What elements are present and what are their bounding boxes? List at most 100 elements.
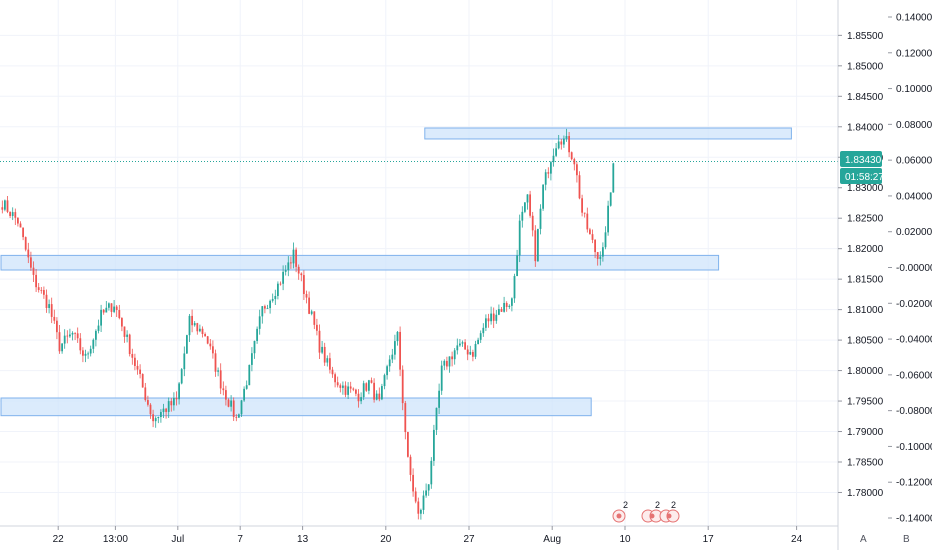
- event-icon[interactable]: 2: [612, 500, 628, 523]
- candle[interactable]: [126, 330, 128, 343]
- support-zone-upper[interactable]: [0, 254, 720, 271]
- candle[interactable]: [37, 282, 40, 293]
- secondary-axis[interactable]: 0.14000 0.12000 0.10000 0.08000 0.06000 0.040…: [888, 13, 932, 525]
- candle[interactable]: [74, 332, 76, 341]
- candle[interactable]: [352, 387, 355, 392]
- candle[interactable]: [401, 365, 404, 411]
- candle[interactable]: [357, 389, 360, 408]
- candle[interactable]: [378, 387, 381, 402]
- candle[interactable]: [191, 309, 193, 333]
- candle[interactable]: [482, 323, 485, 337]
- candle[interactable]: [32, 261, 35, 282]
- candle[interactable]: [162, 403, 165, 418]
- candle[interactable]: [139, 364, 141, 379]
- candle[interactable]: [534, 225, 537, 267]
- candle[interactable]: [334, 372, 336, 388]
- candle[interactable]: [381, 383, 383, 401]
- candle[interactable]: [121, 317, 123, 332]
- price-axis[interactable]: 1.855001.850001.845001.840001.835001.830…: [838, 31, 884, 499]
- candle[interactable]: [152, 409, 154, 428]
- candle[interactable]: [555, 143, 557, 157]
- candle[interactable]: [264, 304, 266, 314]
- candle[interactable]: [599, 251, 602, 266]
- candle[interactable]: [609, 192, 612, 207]
- candle[interactable]: [287, 256, 290, 277]
- candle[interactable]: [303, 270, 305, 300]
- candle[interactable]: [526, 194, 529, 210]
- candle[interactable]: [430, 457, 433, 489]
- candle[interactable]: [274, 289, 277, 306]
- candle[interactable]: [71, 331, 74, 341]
- candle[interactable]: [490, 306, 492, 325]
- candle[interactable]: [269, 299, 271, 314]
- candle[interactable]: [24, 236, 27, 252]
- candle[interactable]: [451, 351, 453, 367]
- candle[interactable]: [425, 483, 427, 498]
- candle[interactable]: [56, 317, 58, 340]
- candle[interactable]: [4, 199, 6, 212]
- candle[interactable]: [147, 395, 149, 407]
- candle[interactable]: [529, 190, 531, 218]
- candle[interactable]: [225, 385, 227, 406]
- candle[interactable]: [516, 249, 518, 277]
- candle[interactable]: [448, 356, 451, 373]
- candle[interactable]: [222, 381, 225, 396]
- candle[interactable]: [438, 383, 440, 415]
- candle[interactable]: [22, 227, 24, 241]
- candle[interactable]: [511, 297, 513, 312]
- candle[interactable]: [477, 337, 479, 345]
- candle[interactable]: [277, 281, 279, 300]
- candle[interactable]: [76, 327, 79, 343]
- candle[interactable]: [253, 340, 256, 359]
- time-axis[interactable]: 22 13:00 Jul 7 13 20 27 Aug 10 17 24: [53, 526, 803, 545]
- candle[interactable]: [123, 326, 126, 343]
- candle[interactable]: [183, 346, 186, 377]
- candle[interactable]: [355, 388, 357, 397]
- candle[interactable]: [6, 195, 9, 214]
- candle[interactable]: [209, 338, 212, 350]
- candle[interactable]: [243, 386, 245, 402]
- candle[interactable]: [84, 349, 87, 363]
- candle[interactable]: [565, 128, 568, 142]
- event-icons[interactable]: 2 2 2: [612, 500, 680, 523]
- candle[interactable]: [63, 329, 66, 349]
- candle[interactable]: [170, 397, 173, 412]
- candle[interactable]: [321, 340, 323, 355]
- candle[interactable]: [186, 334, 188, 355]
- candle[interactable]: [43, 286, 45, 299]
- candle[interactable]: [589, 227, 591, 235]
- candle[interactable]: [503, 296, 505, 313]
- candle[interactable]: [167, 397, 170, 418]
- candle[interactable]: [313, 311, 316, 330]
- candle[interactable]: [45, 289, 48, 313]
- candle[interactable]: [513, 273, 516, 303]
- candle[interactable]: [521, 206, 524, 228]
- candle[interactable]: [113, 300, 115, 314]
- candle[interactable]: [342, 381, 344, 395]
- candle[interactable]: [461, 340, 464, 347]
- candle[interactable]: [578, 171, 581, 200]
- candle[interactable]: [487, 313, 490, 328]
- candle[interactable]: [128, 333, 131, 357]
- candle[interactable]: [100, 304, 102, 333]
- candle[interactable]: [160, 409, 162, 423]
- candle[interactable]: [505, 301, 508, 312]
- candle[interactable]: [404, 400, 407, 440]
- candle[interactable]: [550, 160, 552, 181]
- candle[interactable]: [235, 414, 238, 422]
- candle[interactable]: [136, 360, 139, 375]
- candle[interactable]: [115, 305, 118, 317]
- candle[interactable]: [347, 382, 349, 400]
- candle[interactable]: [95, 329, 97, 347]
- candle[interactable]: [547, 167, 550, 179]
- candle[interactable]: [433, 424, 435, 466]
- candle[interactable]: [557, 134, 560, 150]
- candle[interactable]: [612, 162, 615, 193]
- candle[interactable]: [1, 200, 4, 214]
- candle[interactable]: [193, 321, 196, 327]
- candle[interactable]: [407, 431, 409, 458]
- candle[interactable]: [180, 368, 183, 385]
- candle[interactable]: [196, 322, 199, 335]
- candle[interactable]: [201, 326, 204, 338]
- candle[interactable]: [102, 309, 105, 315]
